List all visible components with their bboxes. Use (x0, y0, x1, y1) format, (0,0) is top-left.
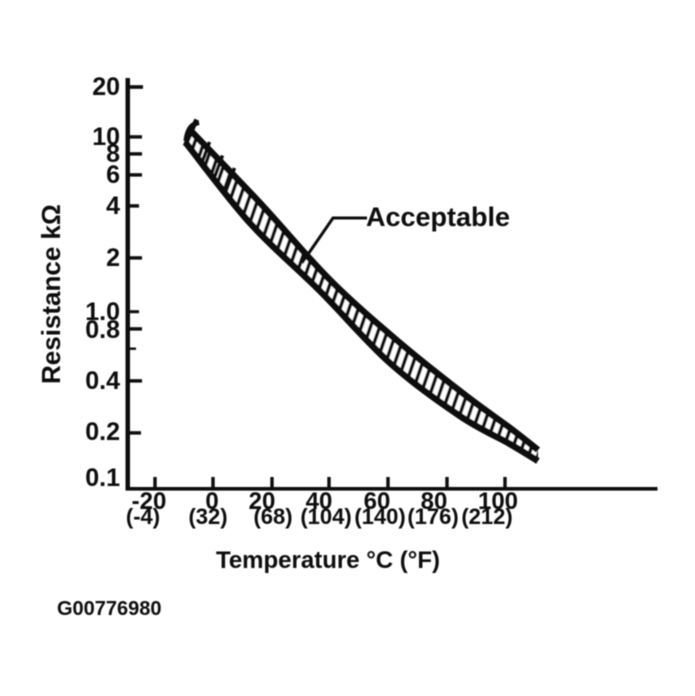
svg-text:0: 0 (205, 488, 218, 515)
svg-text:0.2: 0.2 (85, 418, 120, 446)
svg-text:-20: -20 (132, 488, 167, 515)
svg-text:100: 100 (478, 488, 518, 515)
svg-text:0.4: 0.4 (85, 367, 120, 395)
svg-text:(140): (140) (354, 504, 405, 529)
svg-text:20: 20 (249, 488, 276, 515)
svg-text:20: 20 (92, 73, 120, 101)
svg-text:(-4): (-4) (126, 504, 160, 529)
svg-text:40: 40 (306, 488, 333, 515)
svg-text:(68): (68) (253, 504, 292, 529)
svg-text:G00776980: G00776980 (57, 598, 162, 620)
svg-text:6: 6 (106, 161, 120, 189)
svg-text:10: 10 (92, 123, 120, 151)
svg-text:4: 4 (106, 192, 120, 220)
svg-text:0.1: 0.1 (85, 464, 120, 492)
svg-text:80: 80 (421, 488, 448, 515)
svg-text:Acceptable: Acceptable (366, 202, 510, 232)
svg-text:(32): (32) (188, 504, 227, 529)
svg-text:Temperature °C (°F): Temperature °C (°F) (216, 547, 440, 574)
svg-text:8: 8 (106, 140, 120, 168)
svg-text:2: 2 (106, 244, 120, 272)
svg-text:(176): (176) (407, 504, 458, 529)
svg-text:Resistance kΩ: Resistance kΩ (36, 204, 66, 384)
svg-text:(104): (104) (300, 504, 351, 529)
svg-text:(212): (212) (461, 504, 512, 529)
svg-text:0.8: 0.8 (85, 316, 120, 344)
svg-text:60: 60 (364, 488, 391, 515)
svg-text:1.0: 1.0 (85, 298, 120, 326)
